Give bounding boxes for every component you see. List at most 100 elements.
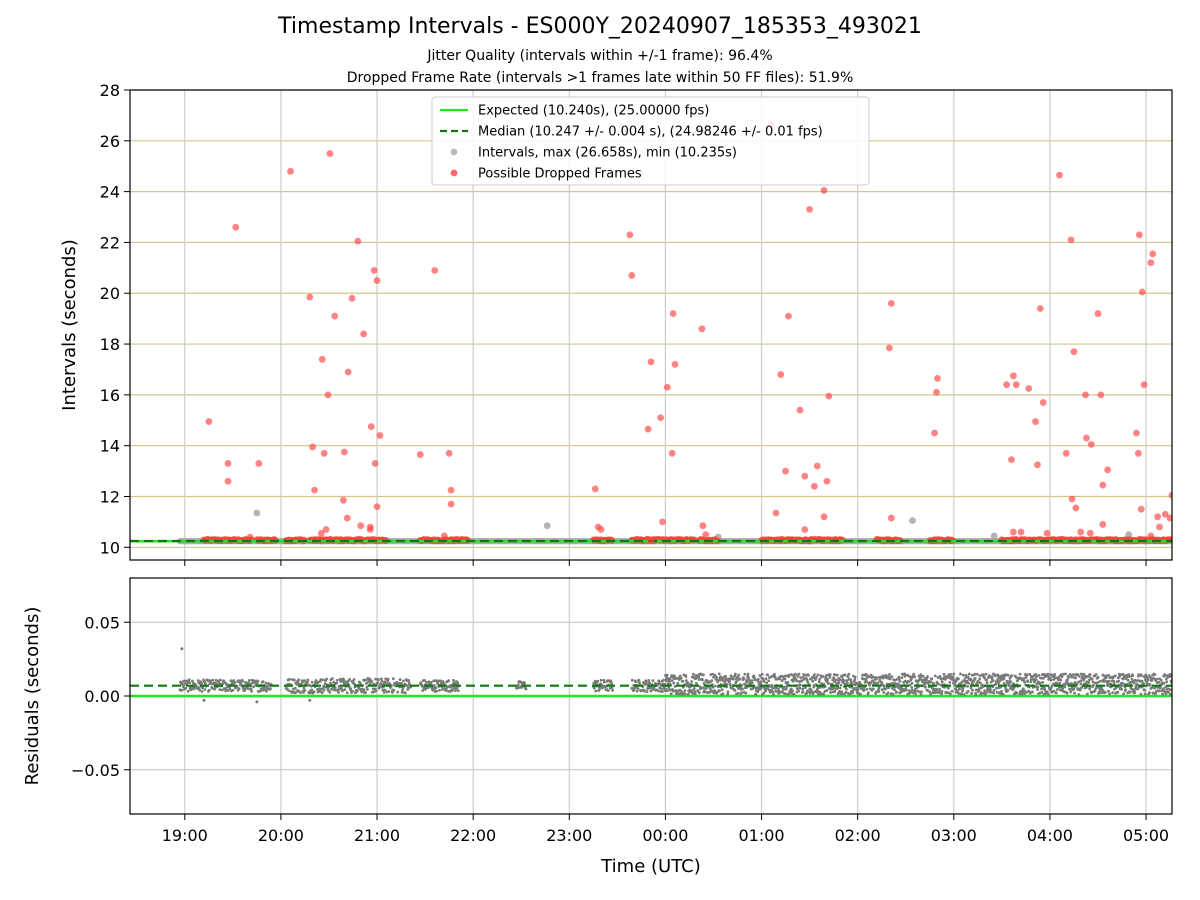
residual-point — [764, 677, 768, 681]
residual-point — [1028, 672, 1032, 676]
residual-point — [610, 682, 613, 686]
residual-point — [883, 684, 886, 688]
dropped-frame-point — [324, 391, 332, 399]
residual-point — [928, 690, 932, 694]
residual-point — [1077, 674, 1081, 678]
residual-point — [742, 677, 746, 680]
residual-point — [792, 692, 796, 696]
dropped-frame-point — [933, 388, 940, 396]
residual-point — [453, 686, 456, 690]
residual-point — [1006, 673, 1010, 677]
residual-point — [328, 690, 332, 694]
dropped-frame-point — [1166, 514, 1172, 522]
residual-point — [380, 679, 384, 683]
residual-point — [875, 676, 879, 680]
dropped-frame-point — [628, 272, 636, 279]
residual-point — [1131, 674, 1135, 677]
residual-point — [840, 690, 844, 694]
residual-point — [332, 680, 336, 684]
residual-point — [994, 673, 997, 677]
residual-point — [806, 680, 810, 684]
residual-point — [992, 688, 996, 692]
residual-point — [1065, 691, 1069, 695]
residual-point — [846, 675, 850, 679]
y-tick-label: 0.00 — [84, 687, 120, 706]
residual-point — [991, 679, 995, 683]
residual-point — [1088, 672, 1092, 676]
residual-point — [782, 685, 786, 689]
residual-point — [1096, 675, 1100, 679]
residual-point — [845, 687, 848, 691]
residual-point — [800, 679, 804, 683]
residual-point — [821, 675, 825, 678]
residual-point — [919, 676, 922, 679]
dropped-frame-point — [772, 509, 780, 517]
y-tick-label: 16 — [100, 386, 120, 405]
residual-point — [787, 673, 791, 677]
residual-point — [783, 677, 787, 681]
y-tick-label: 10 — [100, 538, 120, 557]
residual-point — [906, 674, 910, 678]
residual-point — [698, 685, 702, 689]
dropped-frame-point — [777, 371, 785, 378]
residual-point — [827, 682, 830, 685]
dropped-frame-point — [373, 277, 381, 284]
residual-point — [383, 688, 387, 692]
residual-point — [435, 689, 439, 693]
residual-point — [767, 679, 771, 683]
residual-point — [1161, 692, 1165, 696]
residual-point — [822, 692, 825, 696]
dropped-frame-point — [1104, 466, 1111, 474]
residual-point — [1143, 692, 1147, 696]
residual-point — [451, 688, 454, 692]
dropped-frame-point — [591, 485, 599, 493]
residual-point — [335, 681, 339, 685]
residual-point — [771, 690, 775, 694]
residual-point — [1098, 679, 1102, 683]
residual-point — [442, 682, 446, 686]
residual-point — [1117, 679, 1121, 683]
residual-point — [669, 692, 673, 696]
residual-point — [903, 672, 907, 676]
residual-point — [998, 679, 1002, 683]
residual-point — [1049, 678, 1053, 682]
residual-point — [940, 692, 944, 696]
residual-point — [932, 682, 936, 686]
dropped-frame-point — [1168, 491, 1172, 499]
residual-point — [376, 681, 379, 684]
residual-point — [692, 686, 696, 690]
residual-point — [1166, 687, 1170, 691]
residual-point — [826, 678, 829, 681]
residual-point — [729, 674, 733, 678]
residual-point — [862, 688, 866, 692]
dropped-frame-point — [1135, 231, 1143, 239]
residual-point — [301, 680, 304, 684]
residual-point — [935, 687, 938, 691]
dropped-frame-point — [820, 186, 828, 194]
residual-point — [796, 687, 800, 691]
residual-point — [845, 679, 849, 682]
residual-point — [1023, 680, 1027, 684]
dropped-frame-point — [1034, 461, 1041, 469]
residual-point — [345, 691, 349, 695]
residual-point — [846, 681, 849, 685]
residual-point — [425, 680, 428, 684]
residual-point — [308, 698, 312, 702]
residual-point — [877, 686, 881, 690]
residual-point — [1064, 672, 1067, 676]
residual-point — [1108, 692, 1111, 696]
dropped-frame-point — [657, 414, 665, 422]
residual-point — [976, 679, 980, 683]
residual-point — [756, 677, 760, 681]
residual-point — [697, 678, 701, 681]
dropped-frame-point — [1008, 456, 1015, 464]
residual-point — [224, 689, 228, 693]
residual-point — [381, 688, 385, 692]
residual-point — [728, 679, 732, 683]
residual-point — [895, 690, 898, 694]
residual-point — [218, 678, 222, 682]
residual-point — [953, 681, 957, 685]
residual-point — [1165, 680, 1169, 684]
residual-point — [1034, 673, 1038, 676]
residual-point — [198, 688, 202, 692]
